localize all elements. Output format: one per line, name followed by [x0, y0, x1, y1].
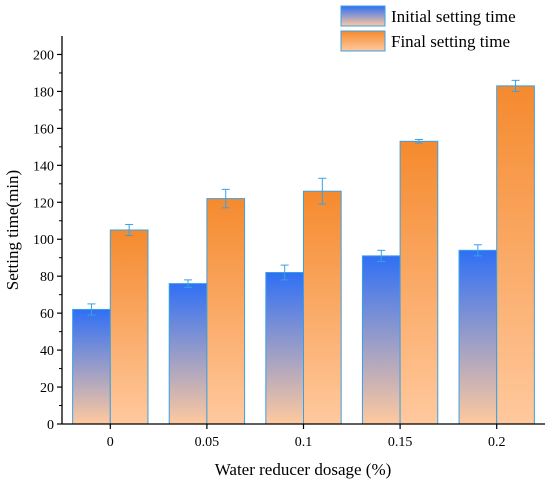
error-bar-initial: [184, 279, 193, 288]
bar-initial-setting: [168, 283, 208, 425]
y-tick-label: 100: [33, 233, 54, 248]
error-bar-final: [125, 223, 134, 237]
bar-initial-setting: [72, 308, 111, 425]
x-tick-label: 0.15: [388, 435, 413, 450]
y-tick-label: 20: [40, 381, 54, 396]
error-bar-final: [511, 79, 520, 92]
error-bar-initial: [87, 303, 96, 316]
legend-swatch-final: [340, 30, 386, 52]
y-tick-label: 200: [33, 48, 54, 63]
y-tick-label: 160: [33, 122, 54, 137]
legend: Initial setting time Final setting time: [340, 5, 516, 52]
y-tick-label: 40: [40, 344, 54, 359]
legend-swatch-initial: [340, 5, 386, 27]
error-bar-final: [414, 138, 423, 144]
y-tick-label: 60: [40, 307, 54, 322]
y-axis-title: Setting time(min): [3, 170, 22, 290]
y-tick-label: 140: [33, 159, 54, 174]
x-tick-label: 0.2: [488, 435, 506, 450]
error-bar-initial: [377, 249, 386, 262]
bar-final-setting: [399, 140, 439, 425]
error-bar-final: [318, 177, 327, 205]
x-tick-label: 0.05: [195, 435, 220, 450]
y-tick-label: 120: [33, 196, 54, 211]
bar-initial-setting: [361, 255, 401, 425]
y-tick-label: 180: [33, 85, 54, 100]
bar-final-setting: [496, 85, 535, 425]
x-tick-label: 0.1: [295, 435, 313, 450]
bar-initial-setting: [458, 249, 498, 425]
legend-label-final: Final setting time: [391, 32, 510, 51]
bar-final-setting: [206, 198, 246, 425]
y-tick-label: 80: [40, 270, 54, 285]
x-tick-label: 0: [107, 435, 114, 450]
bar-final-setting: [109, 229, 149, 425]
error-bar-final: [221, 188, 230, 209]
error-bar-initial: [280, 264, 289, 281]
x-axis-title: Water reducer dosage (%): [215, 460, 392, 479]
y-tick-label: 0: [47, 418, 54, 433]
bar-final-setting: [303, 190, 342, 425]
error-bar-initial: [473, 244, 482, 257]
legend-label-initial: Initial setting time: [391, 7, 516, 26]
bar-initial-setting: [265, 271, 304, 425]
